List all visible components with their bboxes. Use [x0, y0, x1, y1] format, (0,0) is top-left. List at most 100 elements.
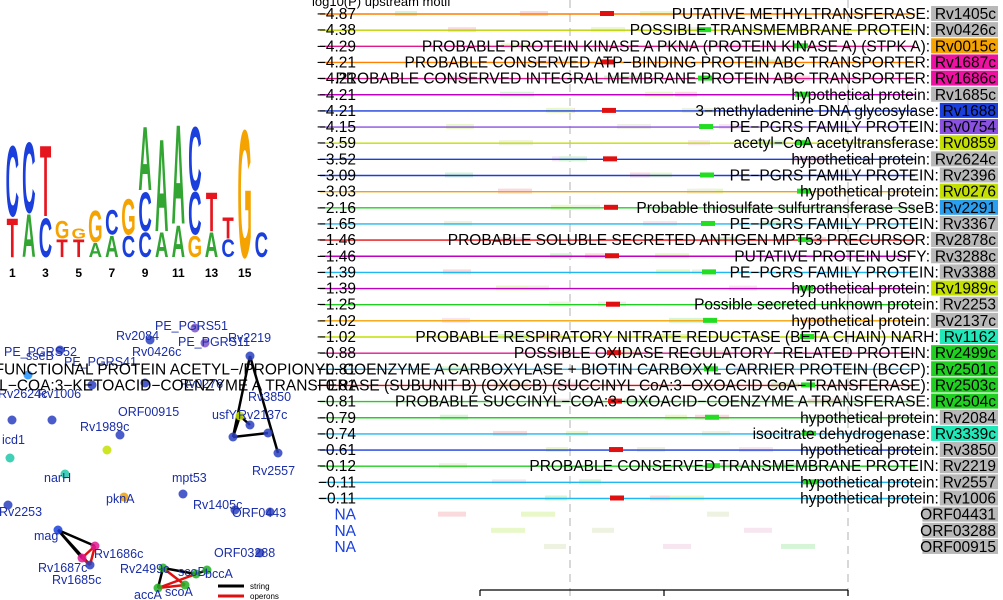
network-node-mag	[53, 525, 63, 535]
row-3-score: −4.29	[317, 38, 356, 55]
row-10-gene-background	[931, 151, 998, 167]
row-11-gene-id: Rv2396	[943, 168, 996, 185]
row-8-description: PE−PGRS FAMILY PROTEIN:	[730, 119, 939, 136]
network-node-label-Rv1687c: Rv1687c	[38, 561, 87, 575]
row-13-mark	[604, 204, 618, 210]
row-20-score: −1.02	[317, 313, 356, 330]
logo-letter-col2-2: C	[22, 122, 35, 235]
row-30-description: hypothetical protein:	[800, 474, 939, 491]
network-node-label-Rv0276: Rv0276	[180, 377, 223, 391]
network-node-PE_PGRS52	[55, 345, 65, 355]
row-16-mark	[605, 253, 619, 259]
row-24-gene-id: Rv2503c	[935, 377, 996, 394]
row-23-mark	[704, 366, 718, 372]
row-29-gene-id: Rv2219	[943, 458, 996, 475]
row-10-score: −3.52	[317, 151, 356, 168]
logo-letter-col12-3: C	[188, 107, 201, 210]
network-node-label-accA: accA	[134, 588, 162, 600]
row-20-gene-id: Rv2137c	[935, 313, 996, 330]
row-21-gene-id: Rv1162	[944, 329, 996, 346]
row-28-gene-background	[939, 442, 998, 458]
row-23-score: −0.81	[317, 361, 356, 378]
row-4-gene-id: Rv1687c	[935, 54, 996, 71]
network-node-label-mag: mag	[34, 529, 58, 543]
network-node-icd1	[5, 453, 15, 463]
row-15-description: PROBABLE SOLUBLE SECRETED ANTIGEN MPT53 …	[448, 232, 930, 249]
row-30-gene-background	[939, 474, 998, 490]
row-7-description: 3−methyladenine DNA glycosylase:	[695, 103, 938, 120]
network-node-label-mpt53: mpt53	[172, 471, 207, 485]
row-32-score: NA	[334, 507, 356, 524]
logo-position-label-5: 5	[75, 266, 82, 280]
logo-letter-col9-2: C	[138, 180, 151, 243]
network-node-label-usfY: usfY	[212, 408, 238, 422]
row-7-score: −4.21	[317, 103, 356, 120]
row-3-gene-id: Rv0015c	[935, 38, 996, 55]
logo-letter-col13-2: T	[206, 180, 217, 243]
row-15-score: −1.46	[317, 232, 356, 249]
row-26-gene-background	[939, 409, 998, 425]
network-node-label-Rv1685c: Rv1685c	[52, 573, 101, 587]
network-node-narH	[60, 469, 70, 479]
network-node-bccA	[202, 565, 212, 575]
row-12-mark	[797, 188, 811, 194]
row-20-gene-background	[931, 312, 998, 328]
network-node-Rv1687c	[77, 553, 87, 563]
logo-position-label-11: 11	[172, 266, 185, 280]
row-7-mark	[602, 107, 616, 113]
logo-letter-col7-2: C	[105, 203, 118, 243]
row-29-mark	[706, 463, 720, 469]
network-node-label-icd1: icd1	[2, 433, 25, 447]
network-node-Rv1989c	[102, 445, 112, 455]
row-11-description: PE−PGRS FAMILY PROTEIN:	[730, 168, 939, 185]
row-33-gene-background	[922, 522, 998, 538]
network-node-label-Rv1405c: Rv1405c	[193, 498, 242, 512]
row-12-gene-background	[939, 183, 998, 199]
row-32-gene-background	[922, 506, 998, 522]
row-9-description: acetyl−CoA acetyltransferase:	[733, 135, 938, 152]
row-22-gene-background	[931, 345, 998, 361]
row-31-score: −0.11	[318, 491, 356, 508]
row-23-gene-background	[931, 361, 998, 377]
network-node-sseB	[23, 370, 33, 380]
row-34-background-mark-2	[663, 543, 691, 549]
network-node-label-scoB: scoB	[178, 565, 206, 579]
network-node-Rv2624c	[7, 415, 17, 425]
network-node-pknA	[119, 492, 129, 502]
row-27-description: isocitrate dehydrogenase:	[753, 426, 931, 443]
network-node-label-PE_PGRS41: PE_PGRS41	[64, 355, 137, 369]
row-18-gene-id: Rv1989c	[935, 281, 996, 298]
row-21-description: PROBABLE RESPIRATORY NITRATE REDUCTASE (…	[415, 329, 938, 346]
row-22-gene-id: Rv2499c	[935, 345, 996, 362]
network-node-mpt53	[178, 489, 188, 499]
row-18-score: −1.39	[317, 281, 356, 298]
row-19-gene-background	[939, 296, 998, 312]
row-14-gene-id: Rv3367	[943, 216, 996, 233]
row-15-mark	[798, 237, 812, 243]
row-18-mark	[799, 285, 813, 291]
row-12-score: −3.03	[317, 184, 356, 201]
network-node-Rv2137c	[263, 428, 273, 438]
row-17-gene-background	[939, 264, 998, 280]
row-13-description: Probable thiosulfate sulfurtransferase S…	[636, 200, 938, 217]
row-20-description: hypothetical protein:	[791, 313, 930, 330]
row-16-gene-id: Rv3288c	[935, 248, 996, 265]
row-24-description: PROBABLE SUCCINYL−COA:3−KETOACID−COENZYM…	[0, 377, 930, 394]
logo-position-label-3: 3	[42, 266, 49, 280]
row-30-score: −0.11	[318, 474, 356, 491]
network-node-label-Rv2499c: Rv2499c	[120, 562, 169, 576]
network-node-label-Rv2219: Rv2219	[228, 331, 271, 345]
network-node-label-sseB: sseB	[26, 349, 54, 363]
row-32-gene-id: ORF04431	[920, 507, 996, 524]
row-33-background-mark-1	[491, 527, 525, 533]
logo-position-label-15: 15	[238, 266, 252, 280]
row-10-description: hypothetical protein:	[791, 151, 930, 168]
row-14-mark	[701, 220, 715, 226]
logo-letter-col2-1: A	[22, 202, 35, 271]
network-node-Rv1685c	[85, 560, 95, 570]
row-1-mark	[600, 11, 614, 16]
network-node-Rv2557	[273, 448, 283, 458]
network-node-label-PE_PGRS52: PE_PGRS52	[4, 345, 77, 359]
